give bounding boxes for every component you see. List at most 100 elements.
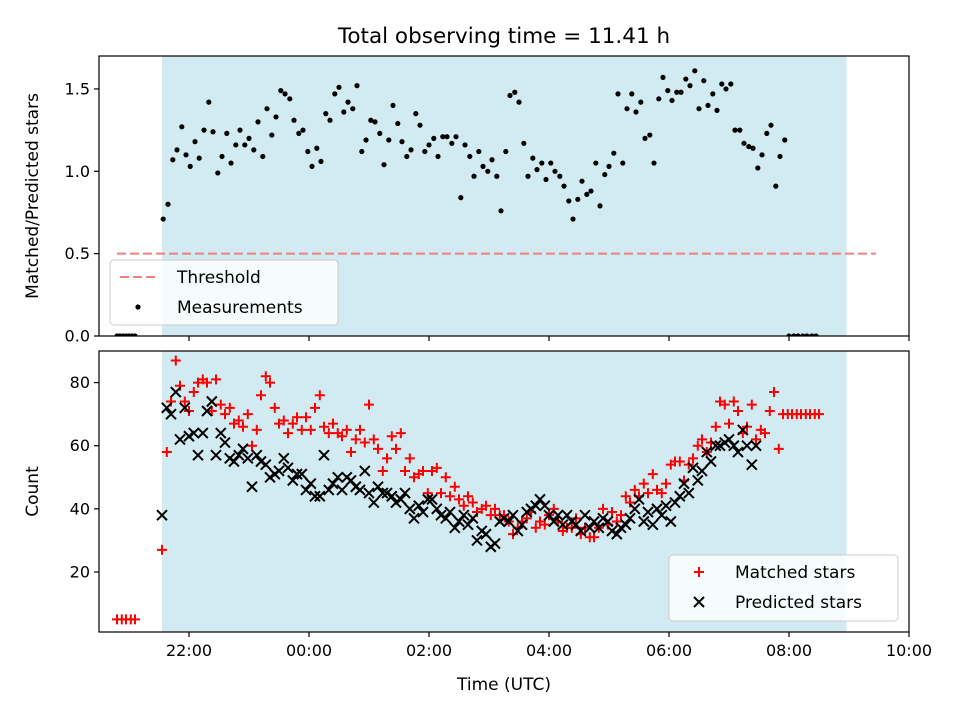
measurement-point [543, 176, 549, 183]
measurement-point [404, 153, 410, 160]
measurement-point [512, 89, 518, 95]
measurement-point [323, 111, 329, 117]
predicted-star-point [210, 449, 222, 461]
measurement-point [350, 106, 356, 112]
predicted-star-point [705, 455, 717, 468]
measurement-point [755, 165, 761, 171]
predicted-star-point [417, 506, 429, 518]
measurement-point [597, 203, 603, 209]
predicted-star-point [665, 515, 677, 528]
matched-star-point [391, 443, 401, 454]
predicted-star-point [278, 452, 290, 465]
matched-star-point [400, 465, 410, 476]
measurement-point [719, 81, 725, 87]
counts-axes-frame [98, 350, 910, 633]
predicted-star-point [503, 515, 515, 528]
predicted-star-point [192, 449, 204, 461]
predicted-star-point [309, 490, 321, 502]
matched-star-point [242, 409, 253, 420]
measurement-point [584, 191, 590, 197]
measurement-point [642, 135, 648, 141]
matched-star-point [350, 434, 361, 445]
measurement-point [260, 153, 266, 160]
measurement-point [548, 160, 554, 166]
predicted-star-point [674, 490, 686, 502]
predicted-star-point [291, 468, 303, 480]
predicted-star-point [737, 424, 749, 436]
predicted-star-point [188, 427, 200, 439]
measurement-point [579, 178, 585, 184]
matched-star-point [215, 399, 226, 410]
matched-star-point [692, 440, 703, 451]
predicted-star-point [408, 512, 420, 525]
matched-star-point [206, 405, 217, 416]
predicted-star-point [233, 449, 245, 461]
predicted-star-point [215, 427, 227, 439]
predicted-star-point [242, 452, 254, 465]
predicted-star-point [359, 465, 371, 477]
measurement-point [300, 127, 306, 133]
measurement-point [710, 91, 716, 97]
measurement-point [714, 107, 720, 113]
predicted-star-point [413, 500, 425, 512]
predicted-star-point [543, 509, 555, 521]
predicted-star-point [620, 518, 632, 531]
predicted-star-point [372, 481, 384, 493]
measurement-point [773, 183, 779, 189]
predicted-star-point [300, 484, 312, 496]
measurement-point [471, 173, 477, 179]
matched-star-point [728, 396, 739, 407]
matched-star-point [386, 431, 397, 442]
predicted-star-point [458, 509, 470, 521]
measurement-point [629, 91, 635, 97]
predicted-star-point [377, 487, 389, 499]
measurement-point [192, 139, 198, 145]
measurement-point [210, 129, 216, 135]
measurement-point [264, 106, 270, 112]
predicted-star-point [651, 503, 663, 515]
measurement-point [345, 99, 351, 105]
measurement-point [327, 117, 333, 123]
measurement-point [737, 127, 743, 133]
measurement-point [467, 153, 473, 160]
predicted-star-point [584, 522, 596, 534]
measurement-point [480, 163, 486, 169]
x-tick-label: 06:00 [646, 641, 692, 660]
y-tick-label: 0.0 [65, 327, 90, 346]
measurement-point [255, 119, 261, 125]
ratio-plot-area [114, 68, 876, 336]
predicted-star-point [678, 477, 690, 490]
measurement-point [390, 102, 396, 109]
measurement-point [377, 130, 383, 137]
matched-star-point [310, 402, 320, 413]
x-axis-label: Time (UTC) [456, 675, 551, 695]
predicted-star-point [570, 518, 582, 531]
matched-star-point [233, 415, 244, 426]
matched-star-point [445, 491, 455, 502]
predicted-star-point [750, 440, 762, 452]
predicted-star-point [206, 395, 218, 408]
measurement-point [368, 117, 374, 123]
matched-star-point [251, 424, 262, 435]
matched-star-point [283, 428, 293, 439]
measurement-point [674, 89, 680, 95]
matched-star-point [589, 532, 599, 543]
measurement-point [395, 120, 401, 127]
predicted-star-point [534, 493, 546, 506]
measurement-point [485, 168, 491, 174]
matched-star-point [710, 421, 721, 432]
measurement-point [453, 134, 459, 140]
predicted-star-point [323, 484, 335, 496]
measurement-point [498, 208, 504, 214]
x-tick-label: 00:00 [286, 641, 332, 660]
predicted-star-point [197, 427, 209, 439]
measurement-point [705, 102, 711, 109]
measurement-point [665, 87, 671, 94]
predicted-star-point [228, 455, 240, 468]
measurement-point [219, 153, 225, 160]
measurement-point [624, 106, 630, 112]
predicted-star-point [161, 402, 173, 414]
measurement-point [660, 74, 666, 81]
predicted-star-point [701, 446, 713, 458]
predicted-star-point [579, 509, 591, 521]
